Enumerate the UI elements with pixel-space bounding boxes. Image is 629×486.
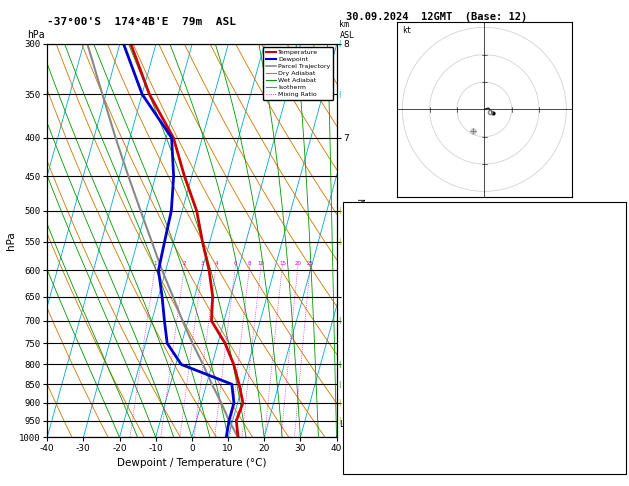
Text: 0: 0 [618, 400, 623, 410]
Text: K: K [347, 206, 352, 215]
Text: -10: -10 [607, 427, 623, 435]
Text: -37°00'S  174°4B'E  79m  ASL: -37°00'S 174°4B'E 79m ASL [47, 17, 236, 27]
Text: hPa: hPa [27, 30, 45, 40]
Text: 8: 8 [248, 261, 252, 266]
Text: 2: 2 [183, 261, 186, 266]
Text: 0: 0 [618, 310, 623, 319]
Text: Dewp (°C): Dewp (°C) [347, 271, 394, 280]
Text: CAPE (J): CAPE (J) [347, 310, 389, 319]
Text: 1.17: 1.17 [602, 232, 623, 241]
Text: Most Unstable: Most Unstable [451, 336, 519, 345]
Text: 25: 25 [307, 261, 314, 266]
Text: Temp (°C): Temp (°C) [347, 258, 394, 267]
Text: 30.09.2024  12GMT  (Base: 12): 30.09.2024 12GMT (Base: 12) [346, 12, 527, 22]
Text: 305: 305 [607, 284, 623, 293]
Text: Totals Totals: Totals Totals [347, 219, 416, 228]
Text: CIN (J): CIN (J) [347, 400, 384, 410]
Text: Pressure (mb): Pressure (mb) [347, 349, 416, 358]
Text: 0: 0 [618, 323, 623, 332]
Text: θₑ (K): θₑ (K) [347, 362, 379, 371]
Text: 4: 4 [618, 466, 623, 474]
Text: |: | [338, 399, 341, 406]
Text: 10: 10 [257, 261, 265, 266]
Text: kt: kt [403, 26, 411, 35]
Text: © weatheronline.co.uk: © weatheronline.co.uk [437, 461, 533, 470]
Text: 333°: 333° [602, 452, 623, 462]
Text: |: | [338, 40, 341, 47]
Text: LCL: LCL [340, 419, 354, 429]
Text: Lifted Index: Lifted Index [347, 375, 410, 384]
Text: km
ASL: km ASL [340, 20, 354, 40]
Text: StmSpd (kt): StmSpd (kt) [347, 466, 405, 474]
Text: 33: 33 [612, 219, 623, 228]
Text: PW (cm): PW (cm) [347, 232, 384, 241]
Text: 9: 9 [618, 375, 623, 384]
Text: 6: 6 [233, 261, 237, 266]
Text: 4: 4 [214, 261, 218, 266]
Text: 20: 20 [294, 261, 301, 266]
Text: |: | [338, 317, 341, 324]
Text: CIN (J): CIN (J) [347, 323, 384, 332]
Text: 15: 15 [279, 261, 286, 266]
Text: SREH: SREH [347, 439, 368, 449]
Text: 900: 900 [607, 349, 623, 358]
Text: StmDir: StmDir [347, 452, 379, 462]
Text: |: | [338, 91, 341, 98]
Text: Surface: Surface [467, 245, 503, 254]
Y-axis label: hPa: hPa [6, 231, 16, 250]
Text: Hodograph: Hodograph [461, 414, 509, 423]
Legend: Temperature, Dewpoint, Parcel Trajectory, Dry Adiabat, Wet Adiabat, Isotherm, Mi: Temperature, Dewpoint, Parcel Trajectory… [263, 47, 333, 100]
Y-axis label: Mixing Ratio (g/kg): Mixing Ratio (g/kg) [355, 198, 364, 283]
Text: |: | [338, 239, 341, 245]
Text: CAPE (J): CAPE (J) [347, 388, 389, 397]
Text: 307: 307 [607, 362, 623, 371]
Text: θₑ(K): θₑ(K) [347, 284, 374, 293]
Text: Lifted Index: Lifted Index [347, 297, 410, 306]
Text: 11: 11 [612, 297, 623, 306]
Text: 3: 3 [201, 261, 204, 266]
Text: EH: EH [347, 427, 358, 435]
Text: 9.5: 9.5 [607, 271, 623, 280]
Text: 0: 0 [618, 388, 623, 397]
X-axis label: Dewpoint / Temperature (°C): Dewpoint / Temperature (°C) [117, 457, 267, 468]
Text: -15: -15 [607, 439, 623, 449]
Text: |: | [338, 417, 341, 424]
Text: |: | [338, 381, 341, 388]
Text: |: | [338, 361, 341, 368]
Text: -11: -11 [607, 206, 623, 215]
Text: 1: 1 [153, 261, 157, 266]
Text: |: | [338, 207, 341, 214]
Text: 12.8: 12.8 [602, 258, 623, 267]
